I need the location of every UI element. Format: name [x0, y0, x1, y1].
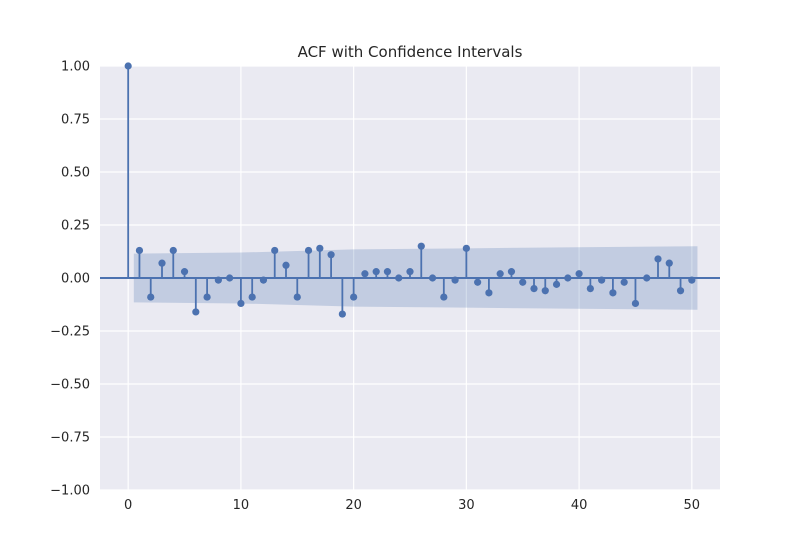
- acf-point: [395, 274, 403, 282]
- y-tick-label: 1.00: [61, 60, 90, 75]
- y-tick-labels: 1.00 0.75 0.50 0.25 0.00 −0.25 −0.50 −0.75 −1.00: [50, 60, 90, 499]
- y-tick-label: 0.00: [61, 272, 90, 287]
- acf-point: [214, 276, 222, 284]
- acf-point: [158, 259, 166, 267]
- acf-point: [338, 310, 346, 318]
- acf-point: [654, 255, 662, 263]
- acf-point: [271, 246, 279, 255]
- acf-point: [304, 246, 313, 255]
- y-tick-label: −1.00: [50, 484, 90, 499]
- acf-point: [135, 246, 144, 255]
- acf-point: [586, 285, 594, 293]
- y-tick-label: −0.75: [50, 431, 90, 446]
- acf-point: [462, 244, 470, 252]
- acf-point: [541, 287, 549, 295]
- acf-point: [440, 293, 448, 301]
- acf-point: [361, 270, 369, 278]
- acf-point: [316, 244, 324, 252]
- acf-point: [350, 293, 358, 301]
- x-tick-label: 40: [571, 498, 588, 513]
- acf-point: [552, 280, 561, 288]
- acf-point: [180, 268, 189, 276]
- x-tick-label: 10: [233, 498, 250, 513]
- y-tick-label: −0.50: [50, 378, 90, 393]
- acf-point: [485, 289, 493, 297]
- acf-point: [372, 268, 380, 276]
- acf-point: [451, 276, 459, 284]
- acf-point: [282, 261, 290, 269]
- acf-point: [327, 251, 335, 259]
- acf-point: [564, 274, 572, 282]
- y-tick-label: −0.25: [50, 325, 90, 340]
- acf-point: [169, 246, 177, 255]
- acf-point: [643, 274, 651, 282]
- y-tick-label: 0.50: [61, 166, 90, 181]
- acf-point: [519, 278, 527, 286]
- x-tick-label: 50: [684, 498, 701, 513]
- x-tick-labels: 0 10 20 30 40 50: [124, 498, 700, 513]
- x-tick-label: 0: [124, 498, 132, 513]
- acf-point: [147, 293, 155, 301]
- acf-point: [665, 259, 673, 267]
- chart-title: ACF with Confidence Intervals: [298, 43, 523, 61]
- acf-point: [676, 287, 685, 295]
- acf-markers: [124, 62, 696, 318]
- acf-point: [406, 268, 414, 276]
- acf-point: [620, 278, 628, 286]
- acf-point: [575, 270, 583, 278]
- acf-point: [428, 274, 437, 282]
- x-tick-label: 30: [458, 498, 475, 513]
- acf-point: [293, 293, 301, 301]
- acf-point: [631, 299, 640, 308]
- acf-point: [507, 268, 516, 276]
- acf-point: [598, 276, 606, 284]
- acf-point: [383, 268, 392, 276]
- x-tick-label: 20: [345, 498, 362, 513]
- acf-point: [530, 285, 538, 293]
- acf-point: [124, 62, 132, 70]
- y-tick-label: 0.25: [61, 219, 90, 234]
- acf-point: [474, 278, 482, 286]
- acf-point: [192, 308, 200, 316]
- acf-point: [203, 293, 211, 301]
- acf-point: [237, 299, 245, 308]
- acf-point: [417, 242, 425, 250]
- acf-point: [226, 274, 234, 282]
- y-tick-label: 0.75: [61, 113, 90, 128]
- acf-point: [496, 270, 504, 278]
- acf-point: [609, 289, 617, 297]
- acf-point: [259, 276, 268, 284]
- acf-point: [248, 293, 256, 301]
- acf-point: [688, 276, 696, 284]
